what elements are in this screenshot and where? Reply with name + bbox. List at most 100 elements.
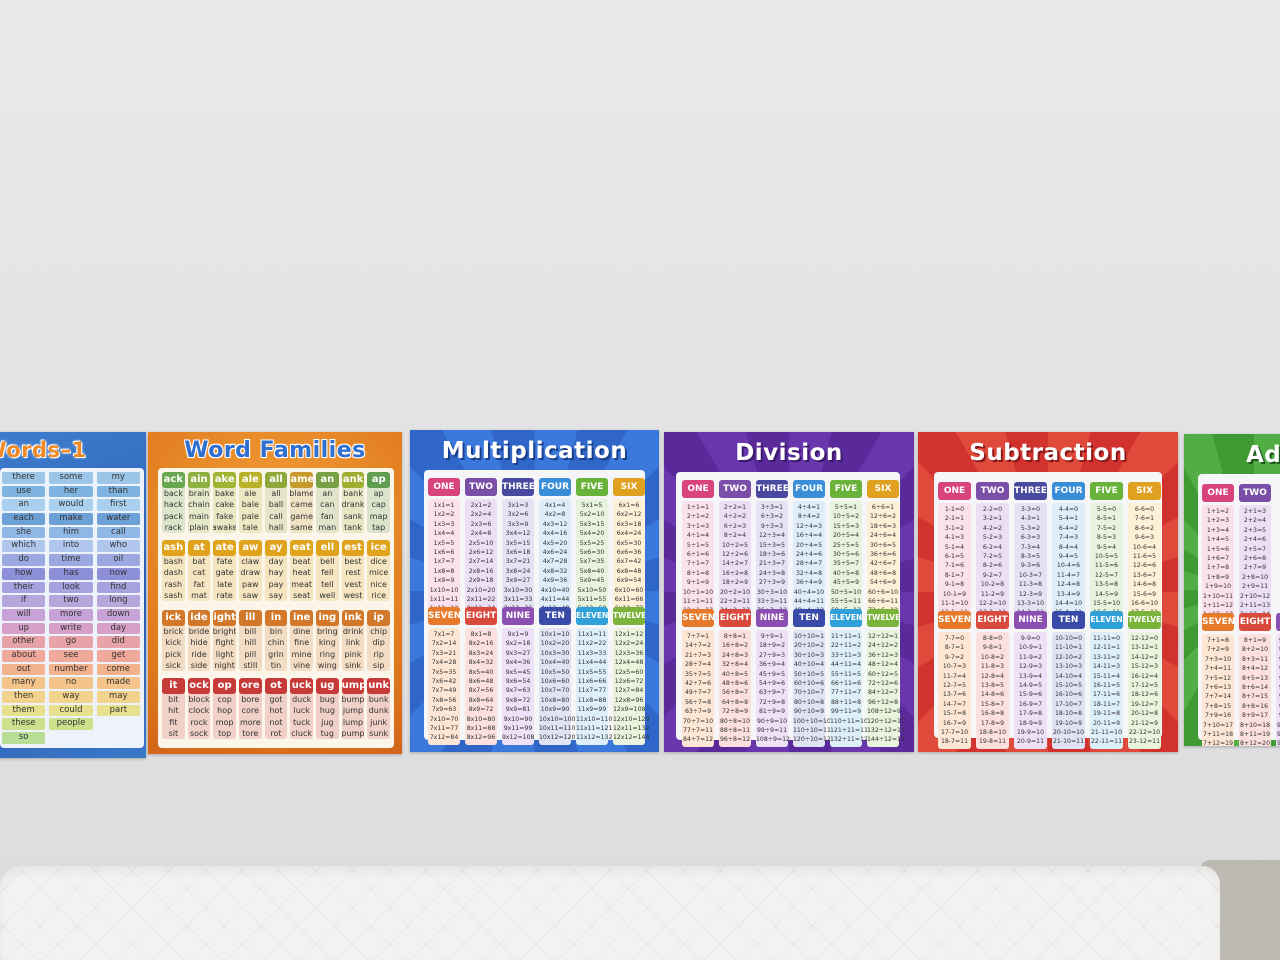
math-fact: 4x6=24 — [542, 549, 568, 557]
math-fact: 9-3=6 — [1020, 562, 1041, 570]
math-fact: 2x1=2 — [470, 502, 492, 509]
math-fact: 21÷7=3 — [684, 651, 712, 659]
word-family-word: tin — [270, 660, 282, 670]
math-fact: 11x11=121 — [576, 725, 613, 733]
math-fact: 3x4=12 — [505, 530, 531, 538]
math-fact: 4x2=8 — [544, 511, 566, 519]
math-fact: 66÷6=11 — [867, 598, 899, 606]
math-fact: 11-9=2 — [1018, 653, 1043, 661]
math-fact: 12x2=24 — [614, 640, 644, 648]
math-fact: 18÷2=9 — [721, 579, 749, 587]
math-fact: 7x11=77 — [429, 725, 459, 733]
math-fact: 30÷3=10 — [756, 588, 788, 596]
sight-word: there — [2, 472, 46, 484]
math-fact: 15÷3=5 — [758, 541, 786, 549]
fact-column-heading: EIGHT — [719, 609, 751, 627]
fact-column-heading: ELEVEN — [576, 607, 608, 625]
word-family-word: tank — [344, 522, 362, 532]
word-family-word: meat — [291, 579, 313, 589]
word-family-word: sink — [344, 660, 362, 670]
math-fact: 5x10=50 — [577, 586, 607, 594]
word-family-heading: aw — [238, 540, 262, 556]
fact-column: TEN 10-10=0 11-10=1 12-10=2 13-10=3 14-10=4 15… — [1052, 611, 1085, 749]
fact-list: 11-11=0 12-11=1 13-11=2 14-11=3 15-11=4 16-11… — [1090, 632, 1123, 749]
math-fact: 4÷2=2 — [723, 513, 747, 521]
math-fact: 20-11=9 — [1092, 719, 1121, 727]
math-fact: 4-1=3 — [944, 534, 965, 542]
fact-column: THREE 3-3=0 4-3=1 5-3=2 6-3=3 7-3=4 8-3=5 9-3=6… — [1014, 482, 1047, 620]
math-fact: 6÷1=6 — [686, 551, 710, 559]
math-fact: 14-6=8 — [1132, 581, 1157, 589]
word-family-heading: op — [213, 678, 236, 694]
math-fact: 10x8=80 — [540, 696, 570, 704]
math-fact: 1x9=9 — [433, 577, 455, 585]
fact-list: 6÷6=1 12÷6=2 18÷6=3 24÷6=4 30÷6=5 36÷6=6 42÷6=… — [867, 501, 899, 618]
fact-column-heading: SIX — [613, 478, 645, 496]
sight-word: may — [96, 691, 140, 703]
math-fact: 20÷4=5 — [795, 541, 823, 549]
math-fact: 12x3=36 — [614, 649, 644, 657]
math-fact: 60÷6=10 — [867, 588, 899, 596]
word-family-column: ank bank drank sank tank — [341, 472, 365, 534]
math-fact: 8+7=15 — [1241, 693, 1269, 701]
math-fact: 4x5=20 — [542, 539, 568, 547]
poster-title: Words–1 — [0, 438, 87, 462]
math-fact: 10x12=120 — [539, 734, 576, 742]
math-fact: 1x5=5 — [433, 539, 455, 547]
math-fact: 1+2=3 — [1206, 517, 1230, 525]
word-family-heading: ice — [367, 540, 390, 556]
math-fact: 3x6=18 — [505, 549, 531, 557]
math-fact: 9x4=36 — [505, 659, 531, 667]
word-family-word: call — [269, 511, 283, 521]
poster-title: Multiplication — [441, 438, 628, 464]
math-fact: 8x2=16 — [468, 640, 494, 648]
word-family-word: vine — [293, 660, 311, 670]
math-fact: 60÷10=6 — [793, 680, 825, 688]
word-family-word: sick — [165, 660, 182, 670]
sight-word: get — [96, 649, 140, 662]
fact-column-heading: FIVE — [576, 478, 608, 496]
fact-column-heading: TWO — [976, 482, 1009, 500]
math-fact: 27÷9=3 — [758, 651, 786, 659]
math-fact: 15-10=5 — [1054, 682, 1083, 690]
fact-column: FIVE 5-5=0 6-5=1 7-5=2 8-5=3 9-5=4 10-5=5 11-5=… — [1090, 482, 1123, 620]
math-fact: 12x12=144 — [613, 734, 650, 742]
word-family-column: ick brick kick pick sick — [162, 610, 185, 672]
math-fact: 8+11=19 — [1239, 731, 1271, 739]
word-family-column: ug bug hug jug tug — [315, 678, 339, 740]
math-fact: 48÷8=6 — [721, 680, 749, 688]
math-fact: 11-5=6 — [1094, 562, 1119, 570]
word-family-word: hack — [163, 500, 183, 510]
math-fact: 11x5=55 — [577, 668, 607, 676]
math-fact: 8-7=1 — [944, 644, 965, 652]
math-fact: 18-12=6 — [1130, 691, 1159, 699]
math-fact: 8+1=9 — [1243, 637, 1267, 644]
word-family-word: fate — [216, 557, 233, 566]
sight-word: more — [49, 608, 93, 621]
math-fact: 54÷6=9 — [869, 579, 897, 587]
math-fact: 8x10=80 — [466, 715, 496, 723]
sight-word: each — [2, 513, 46, 525]
math-fact: 9+3=12 — [1276, 655, 1280, 664]
word-family-heading: ame — [290, 472, 313, 488]
fact-list: 1x1=1 1x2=2 1x3=3 1x4=4 1x5=5 1x6=6 1x7=7 1x8=8… — [428, 499, 460, 616]
sight-word: now — [96, 567, 140, 580]
math-fact: 2-1=1 — [944, 515, 965, 523]
word-family-word: cap — [371, 500, 386, 510]
math-fact: 9x6=54 — [505, 678, 531, 686]
word-family-heading: ick — [162, 610, 185, 626]
sight-word: out — [2, 663, 46, 676]
word-family-word: bump — [341, 695, 365, 704]
math-fact: 18-10=8 — [1054, 710, 1083, 718]
math-fact: 10-8=2 — [980, 653, 1005, 661]
math-fact: 6x8=48 — [616, 567, 642, 575]
table-row-group: SEVEN 7x1=7 7x2=14 7x3=21 7x4=28 7x5=35 7x6=42… — [428, 607, 650, 745]
word-family-heading: ash — [162, 540, 185, 556]
math-fact: 10-9=1 — [1018, 644, 1043, 652]
math-fact: 12x1=12 — [614, 631, 644, 638]
math-fact: 11x12=132 — [576, 734, 613, 742]
word-family-row: ick brick kick pick sick ide bride hide ride side… — [162, 610, 390, 672]
poster-title: Ad — [1246, 442, 1280, 468]
math-fact: 7+7=14 — [1204, 693, 1232, 701]
sight-word: part — [96, 704, 140, 717]
